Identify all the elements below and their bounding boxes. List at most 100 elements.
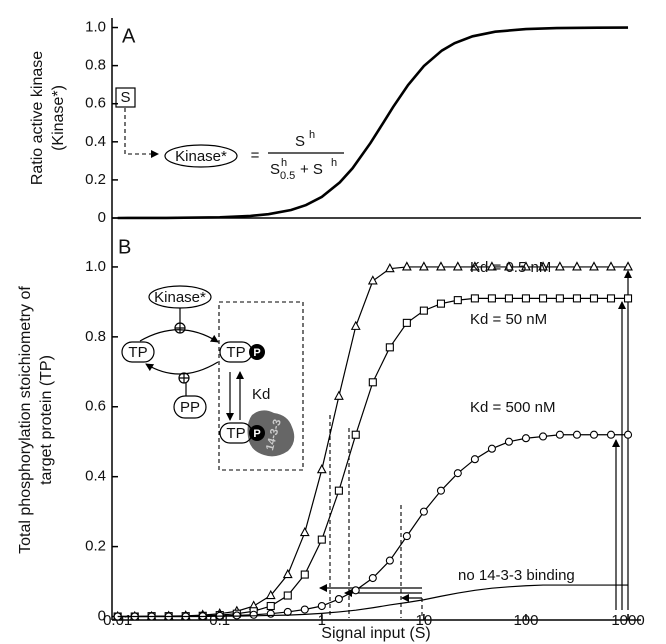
triangle-marker	[538, 261, 548, 271]
circle-marker	[555, 430, 564, 439]
triangle-marker	[265, 589, 276, 600]
denominator-subscript: 0.5	[280, 170, 295, 182]
circle-marker	[368, 574, 377, 583]
square-marker	[589, 294, 599, 303]
square-marker	[606, 294, 616, 303]
x-tick-label: 100	[513, 612, 538, 629]
y-tick-label: 0.2	[85, 171, 106, 188]
y-axis-title-line: (Kinase*)	[50, 85, 67, 151]
circle-marker	[334, 594, 343, 604]
denominator-exponent: h	[281, 157, 287, 169]
circle-marker	[606, 430, 616, 439]
circle-marker	[317, 601, 326, 611]
denominator-exponent: h	[331, 157, 337, 169]
square-marker	[436, 299, 446, 308]
series-label: no 14-3-3 binding	[458, 567, 575, 584]
triangle-marker	[572, 261, 582, 271]
circle-marker	[300, 605, 309, 614]
series-label: Kd = 0.5 nM	[470, 259, 551, 276]
panel-a: A S Kinase* = S h S 0.5 h + S h Ratio ac…	[29, 25, 344, 185]
phosphorylation-arrow	[139, 329, 219, 343]
triangle-marker	[333, 390, 344, 400]
triangle-marker	[384, 263, 395, 273]
series-label: Kd = 500 nM	[470, 399, 555, 416]
x-axis-title: Signal input (S)	[321, 625, 430, 642]
circle-marker	[436, 486, 446, 495]
numerator-exponent: h	[309, 129, 315, 141]
square-marker	[623, 294, 633, 303]
square-marker	[300, 570, 309, 579]
pp-node	[173, 395, 207, 419]
triangle-marker	[418, 261, 429, 271]
phospho-label: P	[253, 347, 260, 359]
x-tick-label: 10	[416, 612, 433, 629]
y-axis-title-line: target protein (TP)	[38, 355, 55, 485]
circle-marker	[623, 430, 633, 439]
x-tick-label: 1	[318, 612, 326, 629]
y-tick-label: 0.4	[85, 468, 106, 485]
square-marker	[402, 318, 411, 327]
triangle-marker	[367, 275, 378, 285]
y-axis-title: Total phosphorylation stoichiometry of ta…	[17, 286, 55, 554]
square-marker	[351, 430, 360, 439]
triangle-marker	[282, 568, 293, 579]
square-marker	[555, 294, 564, 303]
y-axis-title-line: Total phosphorylation stoichiometry of	[17, 286, 34, 554]
circle-marker	[385, 556, 394, 565]
square-marker	[453, 296, 462, 305]
denominator-sum: + S	[300, 161, 323, 178]
circle-marker	[470, 455, 479, 464]
square-marker	[334, 486, 343, 495]
triangle-marker	[316, 464, 327, 474]
triangle-marker	[452, 261, 463, 271]
x-tick-label: 1000	[611, 612, 644, 629]
data-line	[117, 434, 629, 618]
panel-label: A	[122, 25, 136, 47]
plot-area: 0 0.2 0.4 0.6 0.8 1.0	[85, 18, 641, 226]
signal-box	[115, 87, 136, 108]
triangle-marker	[623, 261, 633, 271]
triangle-marker	[299, 526, 310, 537]
y-tick-label: 0.2	[85, 538, 106, 555]
circle-marker	[351, 586, 360, 595]
triangle-marker	[350, 320, 361, 330]
kinase-label: Kinase*	[154, 289, 206, 306]
square-marker	[368, 378, 377, 387]
plus-sign	[175, 323, 185, 333]
series-label: Kd = 50 nM	[470, 311, 547, 328]
triangle-marker	[589, 261, 599, 271]
complex-box	[218, 301, 304, 471]
y-tick-label: 0	[98, 607, 106, 624]
circle-marker	[538, 432, 548, 441]
square-marker	[419, 306, 428, 315]
square-marker	[504, 294, 513, 303]
kd-label: Kd	[252, 386, 270, 403]
data-line	[117, 26, 629, 220]
denominator-base: S	[270, 161, 280, 178]
square-marker	[385, 343, 394, 352]
y-axis-title: Ratio active kinase (Kinase*)	[29, 51, 67, 185]
circle-marker	[266, 609, 275, 618]
panel-b: B Kinase* TP TP P PP Kd 14-3-3 TP P	[17, 236, 632, 642]
circle-marker	[589, 430, 599, 439]
y-tick-label: 1.0	[85, 18, 106, 35]
y-tick-label: 1.0	[85, 258, 106, 275]
triangle-marker	[486, 261, 497, 271]
signal-label: S	[120, 89, 130, 106]
tp-node	[121, 341, 155, 363]
tp-label: TP	[226, 344, 245, 361]
phospho-dot	[249, 425, 265, 441]
dashed-arrow	[124, 108, 159, 158]
square-marker	[470, 294, 479, 303]
dephosphorylation-arrow	[145, 361, 219, 375]
triangle-marker	[504, 261, 514, 271]
y-tick-label: 0.8	[85, 328, 106, 345]
triangle-marker	[436, 261, 446, 271]
y-tick-label: 0	[98, 209, 106, 226]
square-marker	[572, 294, 582, 303]
triangle-marker	[401, 261, 412, 271]
triangle-marker	[554, 261, 565, 271]
circle-marker	[232, 611, 241, 620]
data-line	[117, 584, 629, 618]
